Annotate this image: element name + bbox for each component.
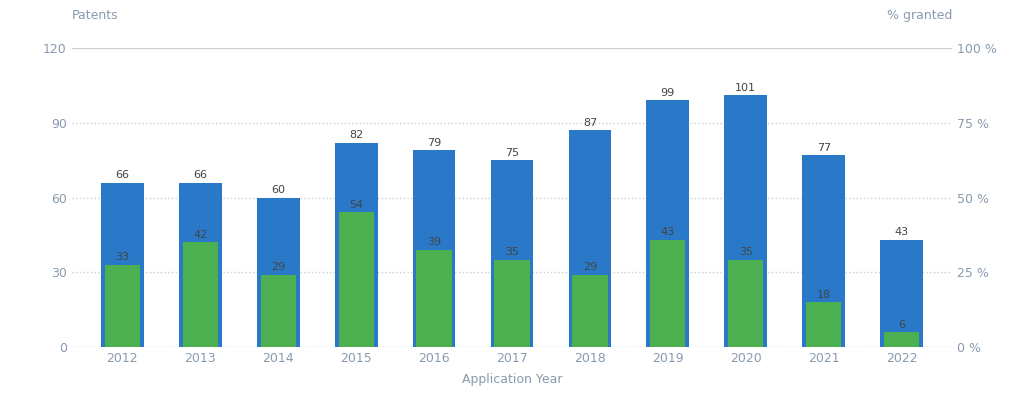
Bar	[101, 183, 143, 347]
Bar	[335, 143, 378, 347]
Bar	[884, 332, 920, 347]
Text: 18: 18	[817, 290, 830, 300]
Bar	[724, 95, 767, 347]
Text: 29: 29	[583, 262, 597, 272]
Bar	[261, 275, 296, 347]
Text: 101: 101	[735, 83, 757, 93]
Text: 87: 87	[583, 118, 597, 128]
Text: Patents: Patents	[72, 9, 119, 22]
Text: 79: 79	[427, 138, 441, 148]
Text: 43: 43	[660, 227, 675, 237]
Bar	[881, 240, 923, 347]
Bar	[490, 160, 534, 347]
Bar	[495, 260, 529, 347]
Bar	[802, 155, 845, 347]
Bar	[417, 250, 452, 347]
Bar	[257, 198, 300, 347]
Text: 54: 54	[349, 200, 364, 210]
Text: 82: 82	[349, 130, 364, 140]
Text: 66: 66	[116, 170, 129, 180]
Text: 66: 66	[194, 170, 207, 180]
Text: 35: 35	[505, 247, 519, 257]
Bar	[650, 240, 685, 347]
X-axis label: Application Year: Application Year	[462, 373, 562, 386]
Text: 6: 6	[898, 320, 905, 330]
Text: % granted: % granted	[887, 9, 952, 22]
Bar	[572, 275, 607, 347]
Text: 35: 35	[738, 247, 753, 257]
Text: 29: 29	[271, 262, 286, 272]
Bar	[104, 265, 140, 347]
Text: 60: 60	[271, 185, 286, 195]
Bar	[728, 260, 763, 347]
Text: 99: 99	[660, 88, 675, 98]
Bar	[568, 130, 611, 347]
Bar	[339, 212, 374, 347]
Text: 33: 33	[116, 252, 129, 263]
Text: 75: 75	[505, 148, 519, 158]
Text: 42: 42	[194, 230, 208, 240]
Bar	[179, 183, 222, 347]
Text: 77: 77	[816, 142, 830, 153]
Text: 43: 43	[895, 227, 908, 237]
Bar	[646, 100, 689, 347]
Text: 39: 39	[427, 237, 441, 247]
Bar	[182, 242, 218, 347]
Bar	[806, 302, 842, 347]
Bar	[413, 150, 456, 347]
